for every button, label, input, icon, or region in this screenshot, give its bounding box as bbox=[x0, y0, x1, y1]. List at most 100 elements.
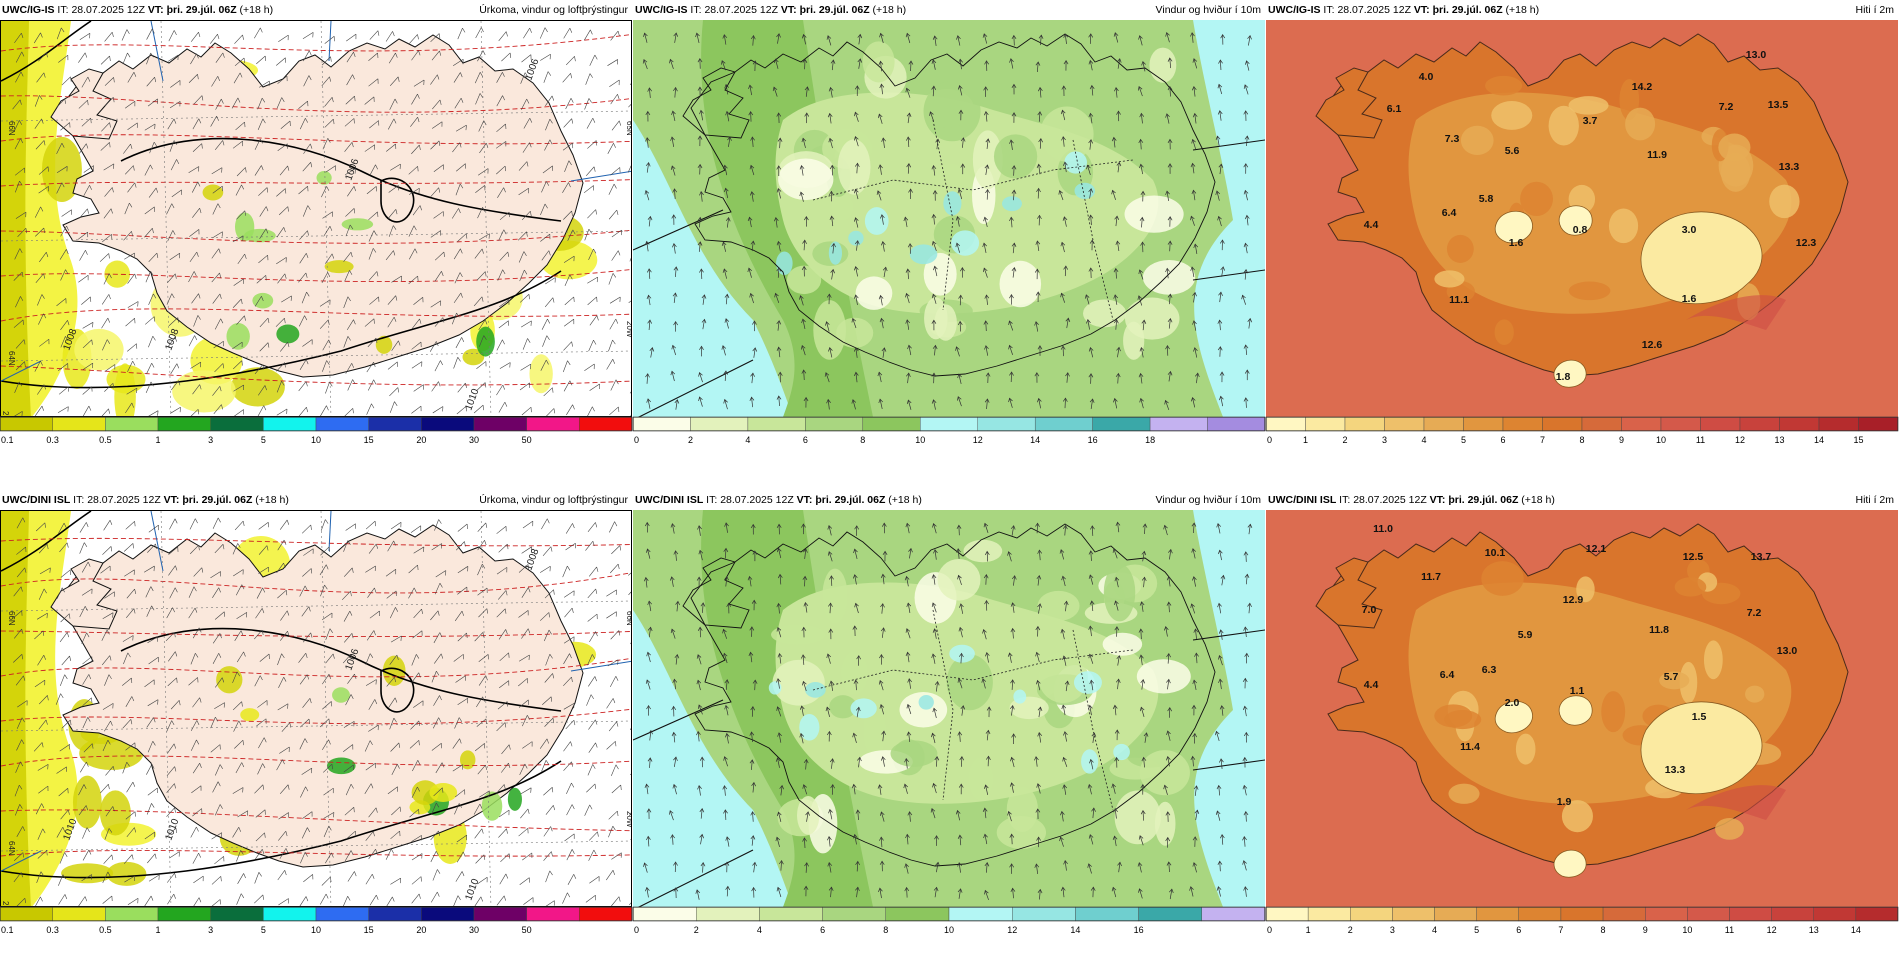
wind-colorbar-swatch bbox=[805, 417, 862, 431]
precip-colorbar-tick-label: 5 bbox=[261, 925, 266, 935]
temperature-value: 3.0 bbox=[1682, 224, 1697, 236]
wind-colorbar-tick-label: 0 bbox=[634, 925, 639, 935]
temperature-value: 5.9 bbox=[1518, 629, 1533, 641]
temp-colorbar-tick-label: 2 bbox=[1348, 925, 1353, 935]
temperature-value: 0.8 bbox=[1573, 224, 1588, 236]
wind-colorbar-tick-label: 8 bbox=[883, 925, 888, 935]
precip-colorbar-tick-label: 3 bbox=[208, 435, 213, 445]
temp-colorbar-swatch bbox=[1464, 417, 1504, 431]
temperature-value: 7.2 bbox=[1747, 607, 1762, 619]
wind-colorbar-swatch bbox=[920, 417, 977, 431]
temp-colorbar-tick-label: 6 bbox=[1516, 925, 1521, 935]
precip-colorbar-swatch bbox=[369, 417, 422, 431]
temp-panel: UWC/IG-IS IT: 28.07.2025 12Z VT: þri. 29… bbox=[1266, 0, 1898, 466]
valid-time-label: VT: bbox=[781, 4, 797, 16]
temperature-value: 5.6 bbox=[1505, 145, 1520, 157]
init-time-value: 28.07.2025 12Z bbox=[1337, 4, 1411, 16]
temperature-value: 5.8 bbox=[1479, 193, 1494, 205]
precip-colorbar-swatch bbox=[211, 907, 264, 921]
precip-map: 1006100610081008101066N64N65N25W20W bbox=[0, 20, 632, 417]
precip-colorbar-tick-label: 0.1 bbox=[1, 435, 14, 445]
temperature-value: 1.6 bbox=[1682, 293, 1697, 305]
panel-title: Úrkoma, vindur og loftþrýstingur bbox=[479, 490, 628, 510]
temperature-value: 11.1 bbox=[1449, 294, 1469, 306]
init-time-value: 28.07.2025 12Z bbox=[720, 494, 794, 506]
precip-colorbar-swatch bbox=[474, 907, 527, 921]
precip-colorbar-swatch bbox=[0, 907, 53, 921]
valid-time-value: þri. 29.júl. 06Z bbox=[815, 494, 885, 506]
precip-colorbar-tick-label: 30 bbox=[469, 435, 479, 445]
wind-colorbar-swatch bbox=[633, 907, 696, 921]
panel-header: UWC/DINI ISL IT: 28.07.2025 12Z VT: þri.… bbox=[0, 490, 632, 510]
temperature-value: 1.5 bbox=[1692, 711, 1707, 723]
wind-colorbar-tick-label: 0 bbox=[634, 435, 639, 445]
valid-time-label: VT: bbox=[148, 4, 164, 16]
precip-colorbar-tick-label: 0.1 bbox=[1, 925, 14, 935]
model-name: UWC/DINI ISL bbox=[2, 494, 70, 506]
temp-colorbar-swatch bbox=[1477, 907, 1519, 921]
run-info: UWC/DINI ISL IT: 28.07.2025 12Z VT: þri.… bbox=[2, 490, 289, 510]
precip-colorbar-swatch bbox=[53, 907, 106, 921]
temperature-value: 12.1 bbox=[1586, 543, 1607, 555]
wind-colorbar-tick-label: 6 bbox=[820, 925, 825, 935]
precip-colorbar-swatch bbox=[316, 907, 369, 921]
wind-colorbar-swatch bbox=[748, 417, 805, 431]
temp-colorbar-swatch bbox=[1856, 907, 1898, 921]
panel-header: UWC/IG-IS IT: 28.07.2025 12Z VT: þri. 29… bbox=[1266, 0, 1898, 20]
temp-colorbar-tick-label: 14 bbox=[1814, 435, 1824, 445]
wind-colorbar-swatch bbox=[1035, 417, 1092, 431]
valid-time-value: þri. 29.júl. 06Z bbox=[1433, 4, 1503, 16]
temperature-value: 5.7 bbox=[1664, 671, 1679, 683]
latitude-label: 66N bbox=[7, 611, 16, 626]
precip-colorbar-tick-label: 0.5 bbox=[99, 925, 112, 935]
temp-colorbar-tick-label: 0 bbox=[1267, 435, 1272, 445]
wind-colorbar-swatch bbox=[1150, 417, 1207, 431]
temp-colorbar-tick-label: 2 bbox=[1342, 435, 1347, 445]
wind-colorbar-tick-label: 16 bbox=[1088, 435, 1098, 445]
precip-colorbar-tick-label: 20 bbox=[416, 435, 426, 445]
temp-colorbar-tick-label: 12 bbox=[1767, 925, 1777, 935]
temp-colorbar-swatch bbox=[1385, 417, 1425, 431]
temp-colorbar-tick-label: 4 bbox=[1432, 925, 1437, 935]
temp-colorbar-swatch bbox=[1345, 417, 1385, 431]
valid-time-value: þri. 29.júl. 06Z bbox=[800, 4, 870, 16]
temp-colorbar-tick-label: 3 bbox=[1390, 925, 1395, 935]
precip-colorbar-tick-label: 0.3 bbox=[46, 925, 59, 935]
latitude-label: 66N bbox=[625, 611, 632, 626]
temperature-value: 13.5 bbox=[1768, 99, 1789, 111]
wind-colorbar-swatch bbox=[633, 417, 690, 431]
init-time-value: 28.07.2025 12Z bbox=[704, 4, 778, 16]
precip-colorbar-tick-label: 20 bbox=[416, 925, 426, 935]
wind-colorbar-swatch bbox=[1202, 907, 1265, 921]
temperature-value: 1.1 bbox=[1570, 685, 1585, 697]
precip-panel: UWC/IG-IS IT: 28.07.2025 12Z VT: þri. 29… bbox=[0, 0, 632, 466]
valid-time-label: VT: bbox=[164, 494, 180, 506]
precip-colorbar-swatch bbox=[421, 417, 474, 431]
temp-colorbar-tick-label: 10 bbox=[1656, 435, 1666, 445]
temperature-value: 6.4 bbox=[1440, 669, 1455, 681]
wind-colorbar-swatch bbox=[1093, 417, 1150, 431]
wind-colorbar-swatch bbox=[823, 907, 886, 921]
temp-colorbar-swatch bbox=[1266, 417, 1306, 431]
wind-map-canvas bbox=[633, 510, 1265, 907]
temperature-value: 12.9 bbox=[1563, 594, 1584, 606]
init-time-value: 28.07.2025 12Z bbox=[1353, 494, 1427, 506]
precip-colorbar-swatch bbox=[474, 417, 527, 431]
wind-panel: UWC/DINI ISL IT: 28.07.2025 12Z VT: þri.… bbox=[633, 490, 1265, 956]
temp-colorbar-tick-label: 8 bbox=[1601, 925, 1606, 935]
precip-colorbar-swatch bbox=[105, 907, 158, 921]
precip-colorbar-tick-label: 0.5 bbox=[99, 435, 112, 445]
wind-colorbar-swatch bbox=[949, 907, 1012, 921]
temp-colorbar-tick-label: 12 bbox=[1735, 435, 1745, 445]
init-time-value: 28.07.2025 12Z bbox=[87, 494, 161, 506]
temp-colorbar-swatch bbox=[1350, 907, 1392, 921]
wind-colorbar-tick-label: 6 bbox=[803, 435, 808, 445]
temperature-value: 4.0 bbox=[1419, 71, 1434, 83]
temp-colorbar-tick-label: 4 bbox=[1421, 435, 1426, 445]
